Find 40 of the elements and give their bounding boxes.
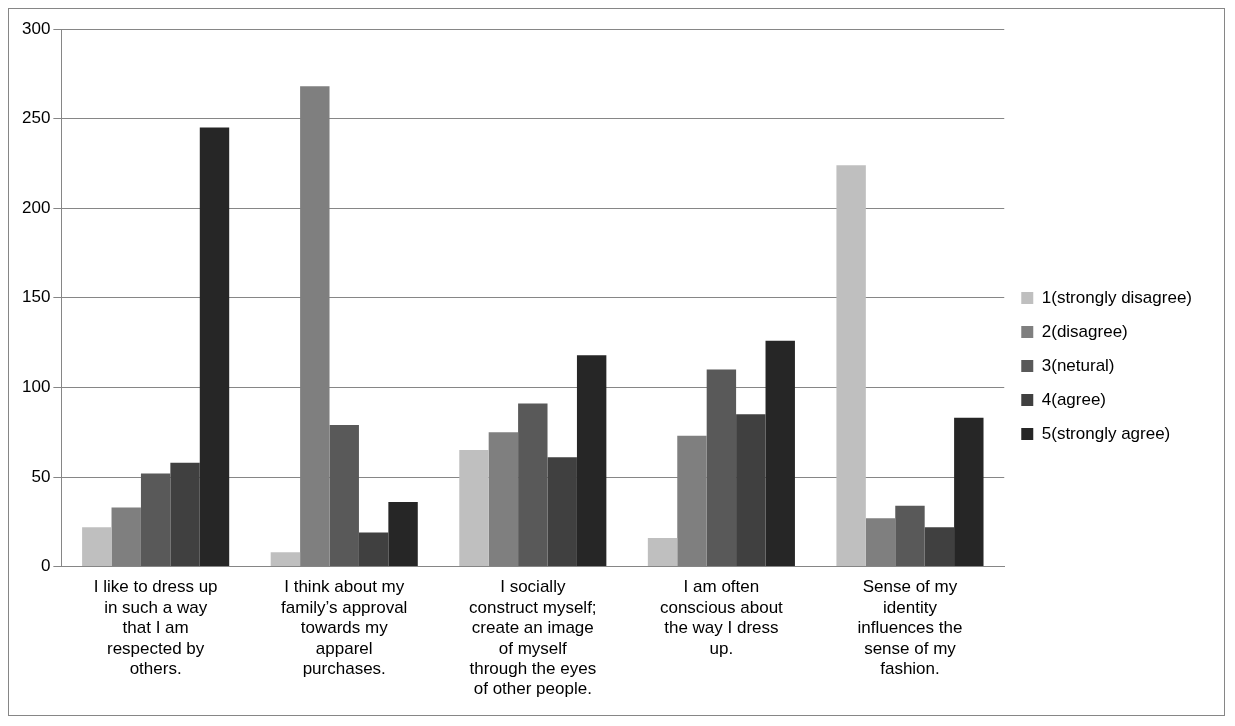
bar bbox=[388, 502, 418, 567]
bar bbox=[865, 518, 896, 567]
bar bbox=[547, 457, 577, 567]
bar bbox=[270, 552, 301, 567]
bar bbox=[765, 340, 795, 567]
bar bbox=[518, 403, 548, 567]
legend-label: 2(disagree) bbox=[1041, 321, 1128, 341]
y-tick-label: 300 bbox=[21, 18, 51, 38]
bar bbox=[954, 417, 984, 567]
legend-label: 1(strongly disagree) bbox=[1041, 287, 1193, 307]
bar bbox=[895, 505, 925, 567]
y-tick-label: 50 bbox=[31, 466, 51, 486]
bar bbox=[706, 369, 737, 567]
legend-label: 3(netural) bbox=[1041, 355, 1115, 375]
bar bbox=[199, 127, 230, 567]
bar bbox=[459, 450, 489, 567]
bar bbox=[358, 532, 389, 567]
bar bbox=[836, 165, 866, 567]
bar bbox=[329, 425, 359, 567]
bar bbox=[82, 527, 112, 567]
x-tick-label: I socially construct myself; create an image of myself through the eyes of other people. bbox=[469, 577, 597, 699]
y-tick-label: 150 bbox=[21, 287, 51, 307]
bar bbox=[924, 527, 955, 567]
x-tick-label: I like to dress up in such a way that I am respected by others. bbox=[93, 577, 218, 679]
y-tick-label: 100 bbox=[21, 377, 51, 397]
bar bbox=[647, 537, 678, 567]
y-tick-label: 0 bbox=[40, 556, 51, 576]
legend-label: 5(strongly agree) bbox=[1041, 423, 1171, 443]
bar bbox=[140, 473, 171, 567]
bar bbox=[576, 355, 607, 567]
y-tick-label: 250 bbox=[21, 108, 51, 128]
x-tick-label: Sense of my identity influences the sense of my fashion. bbox=[857, 577, 963, 679]
x-tick-label: I think about my family’s approval towards my apparel purchases. bbox=[281, 577, 408, 679]
bar bbox=[170, 462, 200, 567]
legend-label: 4(agree) bbox=[1041, 389, 1107, 409]
bar bbox=[488, 432, 519, 567]
bar bbox=[736, 414, 766, 567]
bar bbox=[111, 507, 141, 567]
x-tick-label: I am often conscious about the way I dress up. bbox=[659, 577, 784, 658]
y-tick-label: 200 bbox=[21, 197, 51, 217]
